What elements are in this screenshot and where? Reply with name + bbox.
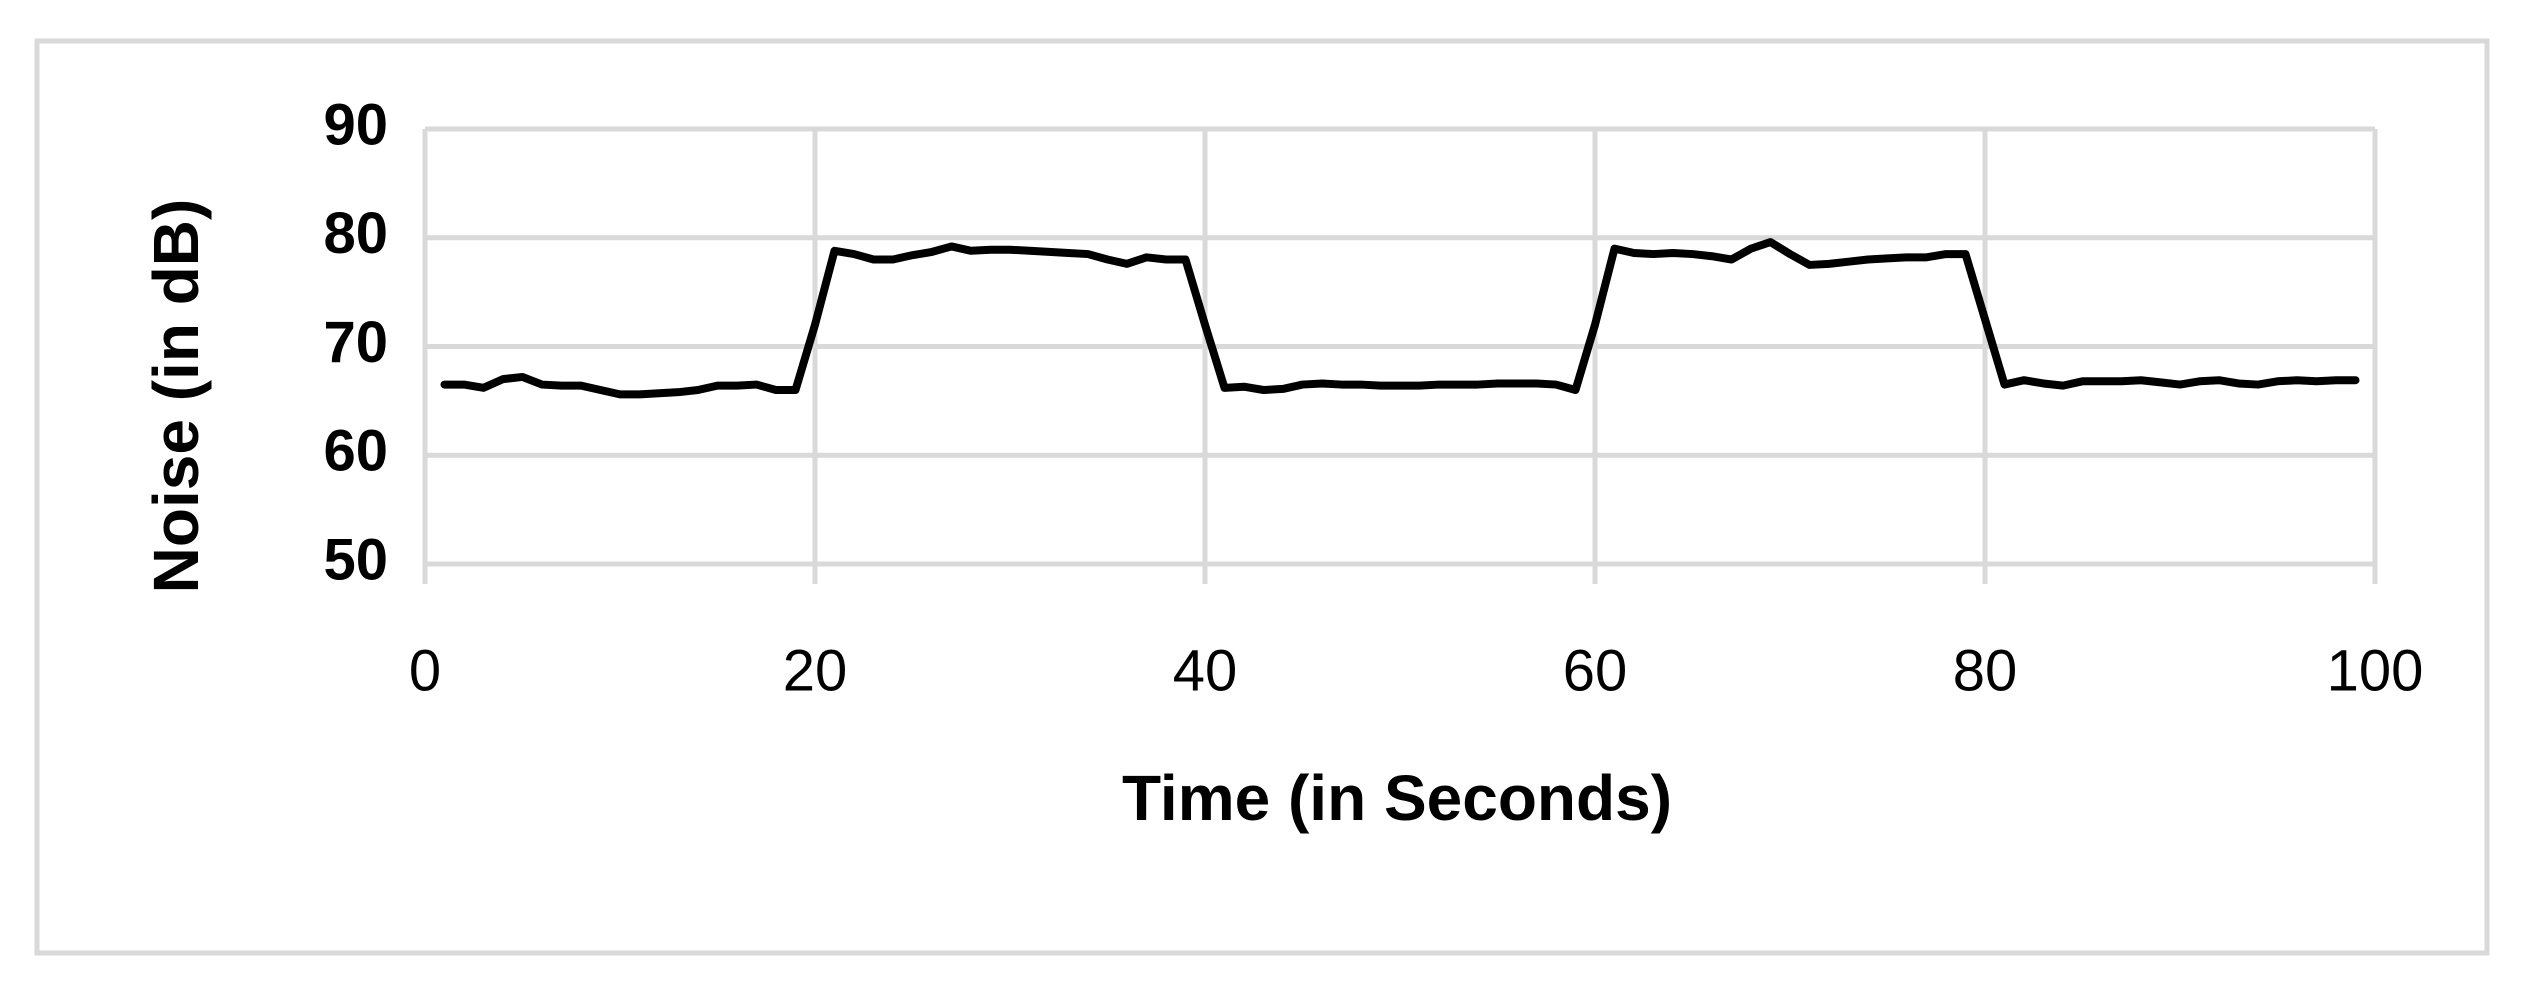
y-tick-label: 70 <box>323 310 388 375</box>
x-axis-title: Time (in Seconds) <box>1122 762 1672 834</box>
x-tick-label: 60 <box>1563 638 1628 703</box>
y-tick-label: 60 <box>323 419 388 484</box>
y-axis-title: Noise (in dB) <box>140 199 212 594</box>
x-tick-label: 40 <box>1173 638 1238 703</box>
data-line <box>440 238 2360 399</box>
x-tick-label: 20 <box>783 638 848 703</box>
y-tick-label: 50 <box>323 527 388 592</box>
x-tick-label: 100 <box>2327 638 2424 703</box>
y-tick-label: 90 <box>323 92 388 157</box>
x-tick-label: 80 <box>1953 638 2018 703</box>
x-tick-label: 0 <box>409 638 441 703</box>
y-tick-label: 80 <box>323 201 388 266</box>
chart-border <box>34 38 2490 956</box>
